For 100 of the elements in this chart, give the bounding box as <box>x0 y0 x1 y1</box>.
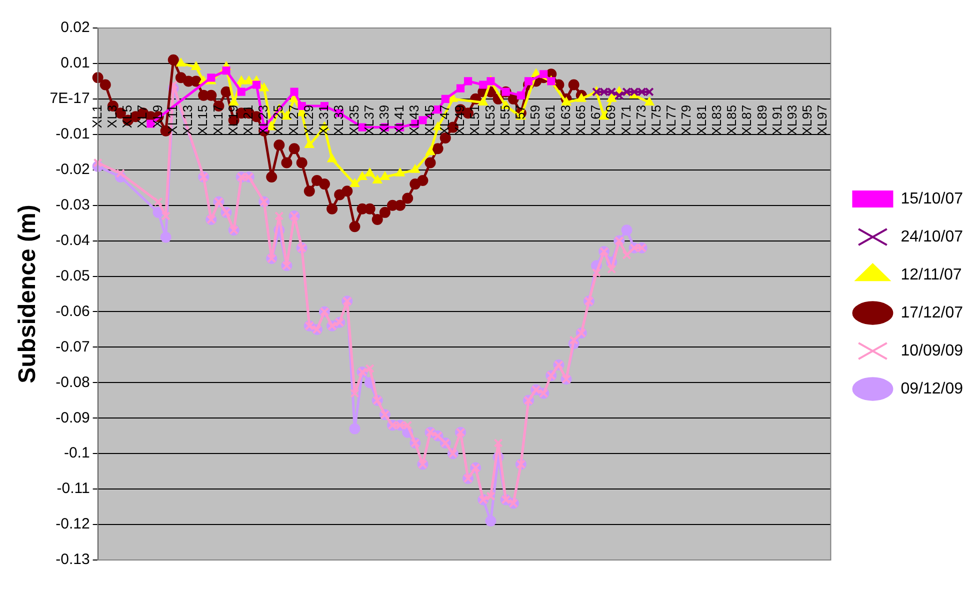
x-tick-label: XL83 <box>708 104 724 136</box>
x-tick-label: XL97 <box>814 104 830 136</box>
point <box>464 77 472 86</box>
x-tick-label: XL17 <box>210 104 226 136</box>
point <box>561 96 572 106</box>
legend-label: 12/11/07 <box>900 266 962 284</box>
x-tick-label: XL13 <box>180 104 196 136</box>
x-tick-label: XL19 <box>225 104 240 136</box>
y-tick-label: 0.02 <box>60 19 90 36</box>
point <box>380 171 390 180</box>
y-tick-label: -0.06 <box>56 302 90 320</box>
y-tick-label: -0.04 <box>56 232 90 249</box>
x-tick-label: XL35 <box>346 104 362 136</box>
point <box>448 93 458 102</box>
point <box>372 175 382 184</box>
x-tick-label: XL73 <box>633 104 648 136</box>
point <box>207 74 216 82</box>
x-tick-label: XL63 <box>558 104 573 136</box>
x-tick-label: XL89 <box>754 104 770 136</box>
point <box>425 146 436 156</box>
x-tick-label: XL31 <box>316 104 332 136</box>
x-tick-label: XL23 <box>256 104 271 136</box>
x-tick-label: XL47 <box>436 104 452 136</box>
point <box>191 62 201 70</box>
point <box>644 87 654 96</box>
x-tick-label: XL95 <box>800 104 815 136</box>
point <box>229 96 239 106</box>
point <box>176 58 186 66</box>
point <box>576 93 586 102</box>
x-tick-label: XL3 <box>104 104 120 128</box>
y-tick-label: -0.1 <box>64 444 90 462</box>
x-tick-label: XL69 <box>603 104 618 136</box>
x-tick-label: XL21 <box>240 104 256 136</box>
x-tick-label: XL75 <box>648 104 664 136</box>
point <box>290 88 298 96</box>
x-tick-label: XL5 <box>120 104 135 128</box>
x-tick-label: XL77 <box>664 104 679 136</box>
point <box>395 168 405 176</box>
x-tick-label: XL79 <box>678 104 694 136</box>
legend-label: 15/10/07 <box>900 190 964 208</box>
legend-label: 09/12/09 <box>900 380 964 398</box>
x-tick-label: XL7 <box>134 104 150 128</box>
x-tick-label: XL25 <box>270 104 286 136</box>
x-tick-label: XL15 <box>195 104 210 136</box>
x-tick-label: XL65 <box>572 104 588 136</box>
x-tick-label: XL33 <box>331 104 346 136</box>
point <box>622 87 632 96</box>
x-tick-label: XL37 <box>361 104 376 136</box>
y-tick-label: -0.09 <box>56 409 90 426</box>
point <box>607 87 616 96</box>
legend-label: 17/12/07 <box>900 304 964 322</box>
x-tick-label: XL55 <box>497 104 512 136</box>
point <box>540 70 548 78</box>
y-tick-label: -0.08 <box>56 374 90 391</box>
x-tick-label: XL27 <box>286 104 301 136</box>
x-tick-label: XL67 <box>588 104 604 136</box>
x-tick-label: XL61 <box>542 104 558 136</box>
point <box>637 87 646 96</box>
y-tick-label: -0.12 <box>56 516 90 533</box>
point <box>236 76 246 84</box>
point <box>304 140 314 148</box>
y-tick-label: 0.01 <box>60 54 90 72</box>
point <box>478 96 488 106</box>
y-tick-label: -0.11 <box>56 480 90 498</box>
x-tick-label: XL29 <box>300 104 316 136</box>
point <box>350 178 360 188</box>
point <box>259 82 269 92</box>
point <box>516 91 525 100</box>
x-tick-label: XL11 <box>164 104 180 134</box>
y-tick-label: -0.07 <box>56 338 90 356</box>
x-tick-label: XL39 <box>376 104 392 136</box>
legend-label: 24/10/07 <box>900 228 964 246</box>
point <box>614 90 624 100</box>
y-tick-label: 7E-17 <box>50 90 90 108</box>
point <box>600 87 609 96</box>
legend-label: 10/09/09 <box>900 342 964 360</box>
x-tick-label: XL71 <box>618 104 634 136</box>
point <box>237 88 246 96</box>
x-tick-label: XL93 <box>784 104 800 136</box>
point <box>524 77 533 86</box>
point <box>644 96 654 106</box>
x-tick-label: XL9 <box>150 104 165 128</box>
point <box>222 66 230 75</box>
y-tick-label: -0.02 <box>56 161 90 178</box>
y-axis-title: Subsidence (m) <box>14 204 42 384</box>
x-tick-label: XL57 <box>512 104 528 136</box>
point <box>357 171 368 180</box>
x-tick-label: XL59 <box>528 104 543 136</box>
point <box>327 154 337 162</box>
point <box>244 76 254 84</box>
point <box>606 93 616 102</box>
x-tick-label: XL91 <box>769 104 784 136</box>
point <box>365 168 375 176</box>
y-tick-label: -0.13 <box>56 551 90 568</box>
x-tick-label: XL43 <box>406 104 422 136</box>
y-tick-label: -0.01 <box>56 126 90 143</box>
x-tick-label: XL85 <box>724 104 740 136</box>
point <box>252 80 261 89</box>
y-tick-label: -0.03 <box>56 196 90 214</box>
point <box>456 84 465 92</box>
